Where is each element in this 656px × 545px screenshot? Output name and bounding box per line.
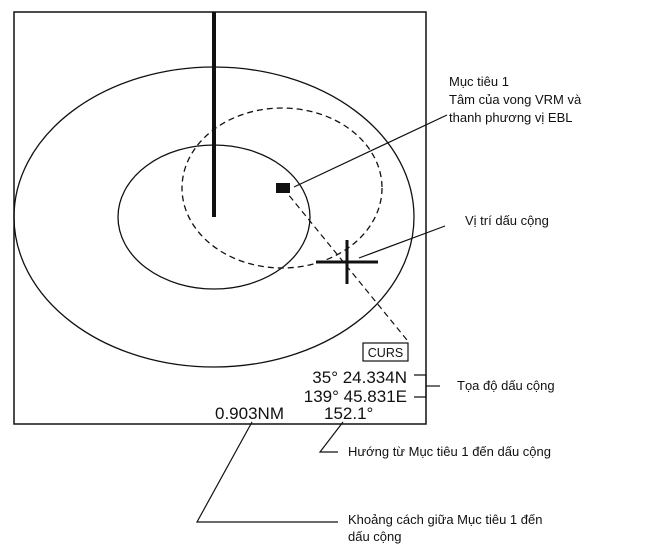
- range-leader-line: [195, 421, 338, 523]
- ebl-line: [282, 187, 408, 341]
- cursor-coords-callout: Tọa độ dấu cộng: [457, 378, 555, 393]
- target-callout-line3: thanh phương vị EBL: [449, 110, 572, 125]
- bearing-readout: 152.1°: [324, 404, 373, 423]
- coords-bracket: [414, 374, 427, 398]
- target-callout-line1: Mục tiêu 1: [449, 74, 509, 89]
- range-readout: 0.903NM: [215, 404, 284, 423]
- bearing-callout: Hướng từ Mục tiêu 1 đến dấu cộng: [348, 444, 551, 459]
- cursor-longitude: 139° 45.831E: [304, 387, 407, 406]
- target-1-marker: [276, 183, 290, 193]
- bearing-leader-line: [318, 421, 344, 453]
- target-callout-line2: Tâm của vong VRM và: [449, 92, 582, 107]
- radar-display-frame: [13, 11, 427, 425]
- cursor-latitude: 35° 24.334N: [312, 368, 407, 387]
- cursor-position-callout: Vị trí dấu cộng: [465, 213, 549, 228]
- curs-box: CURS: [362, 342, 409, 362]
- cursor-cross: [316, 240, 378, 284]
- cursor-leader-line: [358, 225, 446, 259]
- range-callout-line2: dấu cộng: [348, 529, 402, 544]
- vrm-ring: [181, 107, 383, 269]
- curs-label: CURS: [368, 346, 403, 360]
- target-leader-line: [293, 114, 448, 188]
- range-callout-line1: Khoảng cách giữa Mục tiêu 1 đến: [348, 512, 542, 527]
